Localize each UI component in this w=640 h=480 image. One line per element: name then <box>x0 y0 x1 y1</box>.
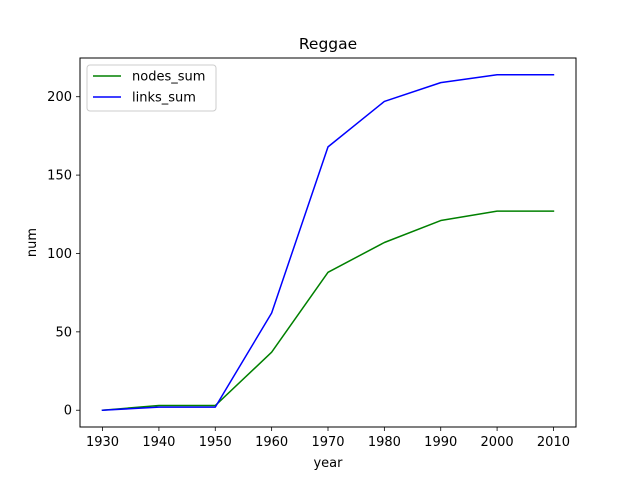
series-layer <box>101 74 555 412</box>
x-axis-label: year <box>313 456 343 471</box>
series-line-nodes_sum <box>101 210 555 412</box>
x-tick-label: 1940 <box>142 435 175 450</box>
x-tick-label: 1970 <box>311 435 344 450</box>
legend-label: nodes_sum <box>132 70 205 85</box>
y-axis: 0 50 100 150 200 <box>47 90 80 419</box>
x-tick-label: 1930 <box>86 435 119 450</box>
y-tick-label: 0 <box>64 404 72 419</box>
y-tick-label: 100 <box>47 247 72 262</box>
y-tick-label: 200 <box>47 90 72 105</box>
x-tick-label: 1990 <box>424 435 457 450</box>
x-axis: 1930 1940 1950 1960 1970 1980 1990 2000 2010 <box>86 427 570 450</box>
x-tick-label: 1950 <box>199 435 232 450</box>
x-tick-label: 1960 <box>255 435 288 450</box>
y-tick-label: 150 <box>47 169 72 184</box>
series-line-links_sum <box>101 74 555 412</box>
legend: nodes_sum links_sum <box>86 64 217 112</box>
x-tick-label: 2000 <box>481 435 514 450</box>
x-tick-label: 2010 <box>537 435 570 450</box>
x-tick-label: 1980 <box>368 435 401 450</box>
legend-label: links_sum <box>132 91 196 106</box>
y-axis-label: num <box>25 228 40 257</box>
y-tick-label: 50 <box>55 325 72 340</box>
chart-title: Reggae <box>299 35 357 53</box>
